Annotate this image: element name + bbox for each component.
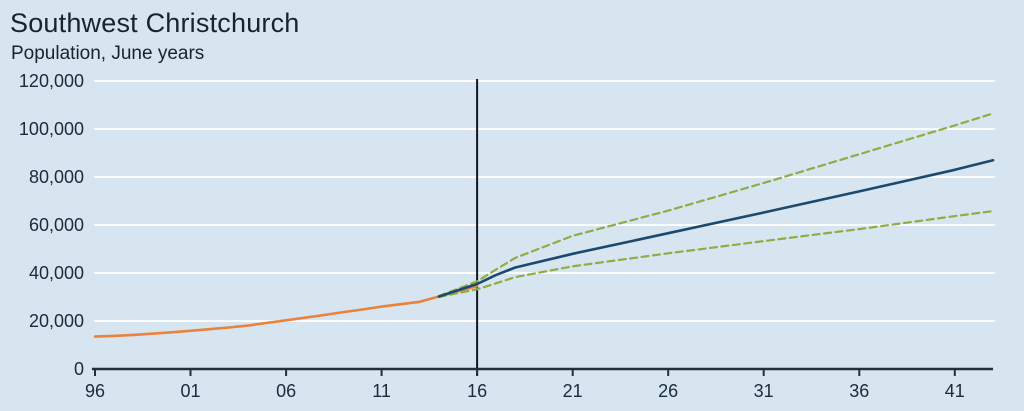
y-axis-label: 20,000 — [29, 311, 84, 331]
y-axis-label: 120,000 — [19, 71, 84, 91]
series-estimate-line — [93, 284, 479, 338]
chart-subtitle: Population, June years — [11, 43, 205, 64]
series-projection-high-line — [437, 112, 995, 298]
x-axis-label: 31 — [754, 381, 774, 401]
y-axis-label: 0 — [74, 359, 84, 379]
x-axis-label: 16 — [467, 381, 487, 401]
y-axis-label: 40,000 — [29, 263, 84, 283]
chart-title: Southwest Christchurch — [10, 8, 300, 38]
x-axis-label: 41 — [945, 381, 965, 401]
x-axis-label: 26 — [658, 381, 678, 401]
y-axis-label: 60,000 — [29, 215, 84, 235]
x-axis-label: 06 — [276, 381, 296, 401]
series-projection-medium-line — [437, 158, 995, 298]
x-axis-label: 11 — [372, 381, 391, 401]
y-axis-label: 100,000 — [19, 119, 84, 139]
y-axis-label: 80,000 — [29, 167, 84, 187]
series-projection-low-line — [437, 210, 995, 299]
x-axis-label: 21 — [563, 381, 583, 401]
x-axis-label: 36 — [849, 381, 869, 401]
x-axis-label: 96 — [85, 381, 105, 401]
x-axis-label: 01 — [180, 381, 200, 401]
